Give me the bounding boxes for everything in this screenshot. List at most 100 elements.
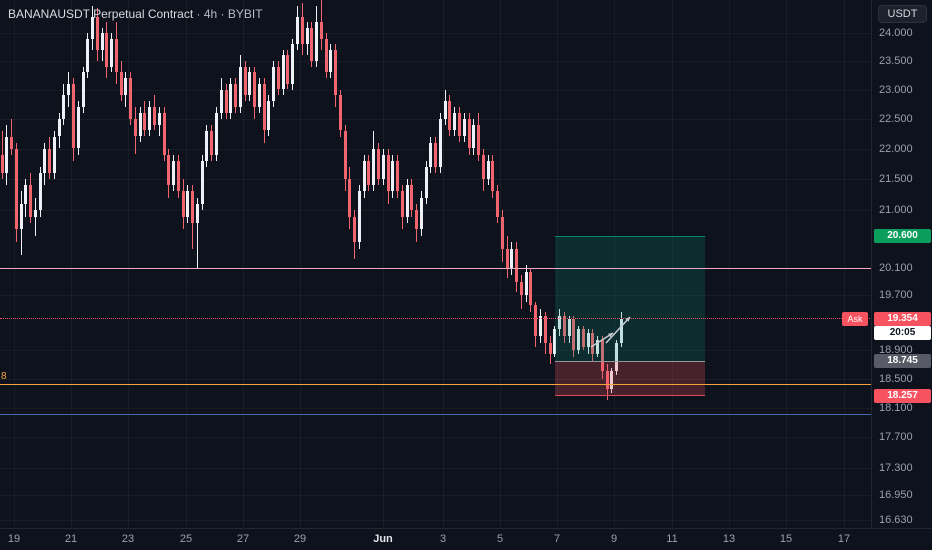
entry-price-badge: 18.745 [874, 354, 931, 369]
candle-body [191, 191, 195, 223]
candle-body [295, 16, 299, 45]
candle-body [114, 38, 118, 73]
candle-body [519, 281, 523, 296]
candle-body [200, 160, 204, 204]
vertical-gridline [71, 0, 72, 528]
symbol-title: BANANAUSDT Perpetual Contract [8, 7, 194, 21]
position-loss-zone[interactable] [555, 361, 705, 397]
candle-body [448, 101, 452, 131]
candle-body [481, 154, 485, 180]
time-tick-label: 25 [179, 533, 193, 545]
candle-body [467, 118, 471, 149]
candle-body [219, 89, 223, 113]
price-tick-label: 21.000 [879, 204, 913, 217]
vertical-gridline [383, 0, 384, 528]
price-tick-label: 22.500 [879, 112, 913, 125]
candle-body [572, 318, 576, 351]
horizontal-gridline [0, 268, 871, 270]
vertical-gridline [186, 0, 187, 528]
candle-body [91, 16, 94, 39]
candle-body [105, 33, 109, 67]
candle-body [81, 72, 85, 107]
candle-body [229, 83, 233, 113]
candle-body [538, 315, 542, 337]
candle-body [615, 343, 619, 372]
candle-body [486, 160, 490, 179]
candle-body [67, 83, 71, 96]
price-tick-label: 18.900 [879, 344, 913, 357]
vertical-gridline [729, 0, 730, 528]
position-profit-zone[interactable] [555, 235, 705, 362]
horizontal-gridline [0, 179, 871, 180]
candle-body [153, 106, 156, 125]
candle-body [238, 66, 242, 107]
price-tick-label: 19.700 [879, 289, 913, 302]
time-tick-label: 13 [722, 533, 736, 545]
alert-line-orange[interactable] [0, 383, 871, 385]
candle-body [477, 124, 480, 155]
support-line-blue[interactable] [0, 413, 871, 415]
candle-body [253, 72, 256, 107]
horizontal-gridline [0, 210, 871, 212]
candle-body [324, 38, 328, 73]
candle-body [381, 154, 385, 180]
candle-body [0, 154, 4, 173]
vertical-gridline [672, 0, 673, 528]
candle-body [43, 148, 47, 173]
candle-wick [34, 197, 36, 236]
candle-body [257, 83, 261, 107]
candle-body [138, 112, 142, 137]
vertical-gridline [443, 0, 444, 528]
line-edge-label: 8 [1, 371, 7, 383]
candle-body [29, 185, 33, 217]
candle-body [224, 89, 228, 113]
candle-body [543, 315, 547, 344]
candle-body [248, 72, 252, 96]
time-axis[interactable]: 19 21 23 25 27 29 Jun 3 5 7 9 11 13 15 17 [0, 528, 932, 550]
time-tick-label: 5 [496, 533, 504, 545]
horizontal-gridline [0, 118, 871, 120]
candle-body [48, 148, 52, 173]
price-tick-label: 17.700 [879, 431, 913, 444]
price-tick-label: 23.500 [879, 54, 913, 67]
symbol-legend[interactable]: BANANAUSDT Perpetual Contract · 4h · BYB… [8, 7, 263, 21]
horizontal-gridline [0, 89, 871, 91]
time-tick-label: 11 [666, 533, 678, 545]
candle-body [19, 204, 23, 230]
candle-body [281, 55, 285, 90]
price-tick-label: 16.630 [879, 514, 913, 526]
price-tick-label: 20.100 [879, 262, 913, 275]
time-tick-label: 3 [439, 533, 447, 545]
candle-body [362, 160, 366, 192]
candle-body [500, 216, 504, 249]
resistance-line-pink[interactable] [0, 267, 871, 269]
candle-body [605, 371, 609, 390]
candle-body [581, 329, 585, 347]
candle-body [353, 216, 357, 243]
price-tick-label: 18.100 [879, 401, 913, 414]
price-tick-label: 16.950 [879, 488, 913, 501]
candle-body [405, 185, 409, 217]
candle-body [72, 83, 75, 149]
ask-tag: Ask [842, 311, 868, 326]
candle-body [600, 339, 604, 372]
price-axis[interactable]: USDT 24.000 23.500 23.000 22.500 22.000 21.50… [873, 0, 932, 528]
candle-body [343, 130, 347, 179]
candle-body [410, 185, 414, 211]
vertical-gridline [128, 0, 129, 528]
position-entry-line[interactable] [555, 360, 705, 362]
candle-body [438, 118, 442, 167]
candle-body [505, 248, 509, 269]
candle-body [338, 95, 342, 131]
candle-body [319, 22, 323, 39]
candle-body [162, 112, 166, 155]
symbol-meta: · 4h · BYBIT [193, 7, 263, 21]
time-tick-label: 9 [610, 533, 618, 545]
candle-body [181, 191, 185, 217]
candle-body [243, 66, 247, 96]
currency-unit-button[interactable]: USDT [877, 5, 928, 23]
chart-plot[interactable]: BANANAUSDT Perpetual Contract · 4h · BYB… [0, 0, 872, 528]
horizontal-gridline [0, 60, 871, 62]
candle-body [195, 204, 199, 223]
vertical-gridline [786, 0, 787, 528]
